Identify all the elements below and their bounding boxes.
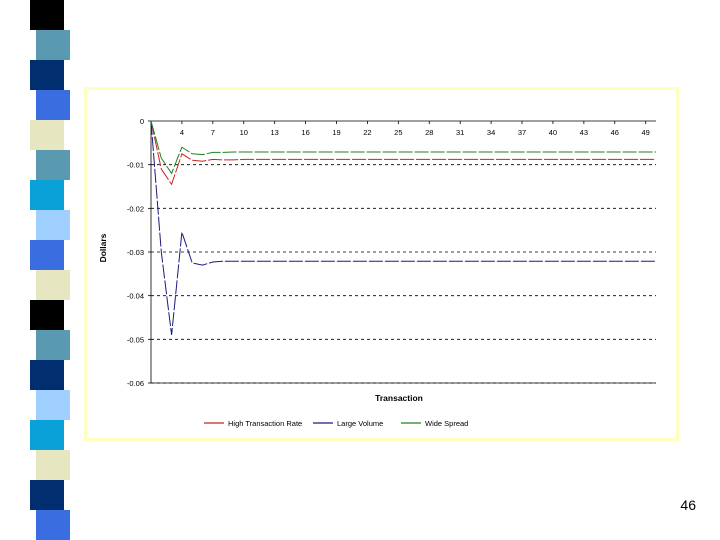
y-tick-label: -0.03 (127, 248, 144, 257)
y-tick-label: -0.06 (127, 379, 144, 388)
stripe-block (30, 360, 64, 390)
stripe-block (30, 240, 64, 270)
x-tick-labels: 4 7 10 13 16 19 22 25 28 31 34 37 40 43 46 49 (180, 128, 650, 137)
x-tick-label: 43 (580, 128, 588, 137)
y-tick-label: -0.04 (127, 292, 144, 301)
y-tick-label: 0 (140, 117, 144, 126)
x-tick-label: 10 (240, 128, 248, 137)
x-tick-label: 7 (211, 128, 215, 137)
x-tick-label: 49 (642, 128, 650, 137)
x-tick-label: 31 (456, 128, 464, 137)
stripe-block (36, 150, 70, 180)
stripe-block (36, 450, 70, 480)
x-tick-label: 22 (363, 128, 371, 137)
stripe-block (36, 270, 70, 300)
stripe-block (30, 300, 64, 330)
x-tick-label: 28 (425, 128, 433, 137)
legend: High Transaction Rate Large Volume Wide Sp… (204, 419, 468, 428)
x-tick-label: 46 (611, 128, 619, 137)
stripe-block (36, 330, 70, 360)
decorative-side-stripe (0, 0, 70, 540)
series-line-high-transaction-rate (150, 120, 656, 186)
y-tick-label: -0.02 (127, 204, 144, 213)
stripe-block (30, 120, 64, 150)
y-tick-labels: 0 -0.01 -0.02 -0.03 -0.04 -0.05 -0.06 (127, 117, 144, 388)
legend-label: Large Volume (337, 419, 383, 428)
legend-label: High Transaction Rate (228, 419, 302, 428)
legend-label: Wide Spread (425, 419, 468, 428)
x-tick-label: 34 (487, 128, 495, 137)
x-tick-label: 40 (549, 128, 557, 137)
gridlines (151, 164, 656, 384)
stripe-block (36, 390, 70, 420)
x-tick-label: 4 (180, 128, 184, 137)
stripe-block (30, 60, 64, 90)
x-axis-label: Transaction (375, 393, 423, 403)
stripe-block (30, 180, 64, 210)
y-tick-label: -0.05 (127, 335, 144, 344)
series-line-large-volume (150, 120, 656, 336)
series-line-wide-spread (150, 120, 656, 175)
x-tick-label: 16 (301, 128, 309, 137)
chart-frame: 0 -0.01 -0.02 -0.03 -0.04 -0.05 -0.06 4 7 10 13 16… (84, 87, 679, 441)
stripe-block (30, 420, 64, 450)
slide-number: 46 (680, 497, 696, 513)
x-tick-label: 37 (518, 128, 526, 137)
y-axis-label: Dollars (98, 233, 108, 262)
stripe-block (36, 510, 70, 540)
stripe-block (30, 0, 64, 30)
x-tick-label: 19 (332, 128, 340, 137)
axes (148, 120, 656, 384)
x-tick-label: 25 (394, 128, 402, 137)
stripe-block (36, 90, 70, 120)
x-tick-label: 13 (271, 128, 279, 137)
stripe-block (36, 30, 70, 60)
stripe-block (30, 480, 64, 510)
series-lines (150, 120, 656, 336)
line-chart: 0 -0.01 -0.02 -0.03 -0.04 -0.05 -0.06 4 7 10 13 16… (98, 117, 656, 428)
stripe-block (36, 210, 70, 240)
y-tick-label: -0.01 (127, 161, 144, 170)
